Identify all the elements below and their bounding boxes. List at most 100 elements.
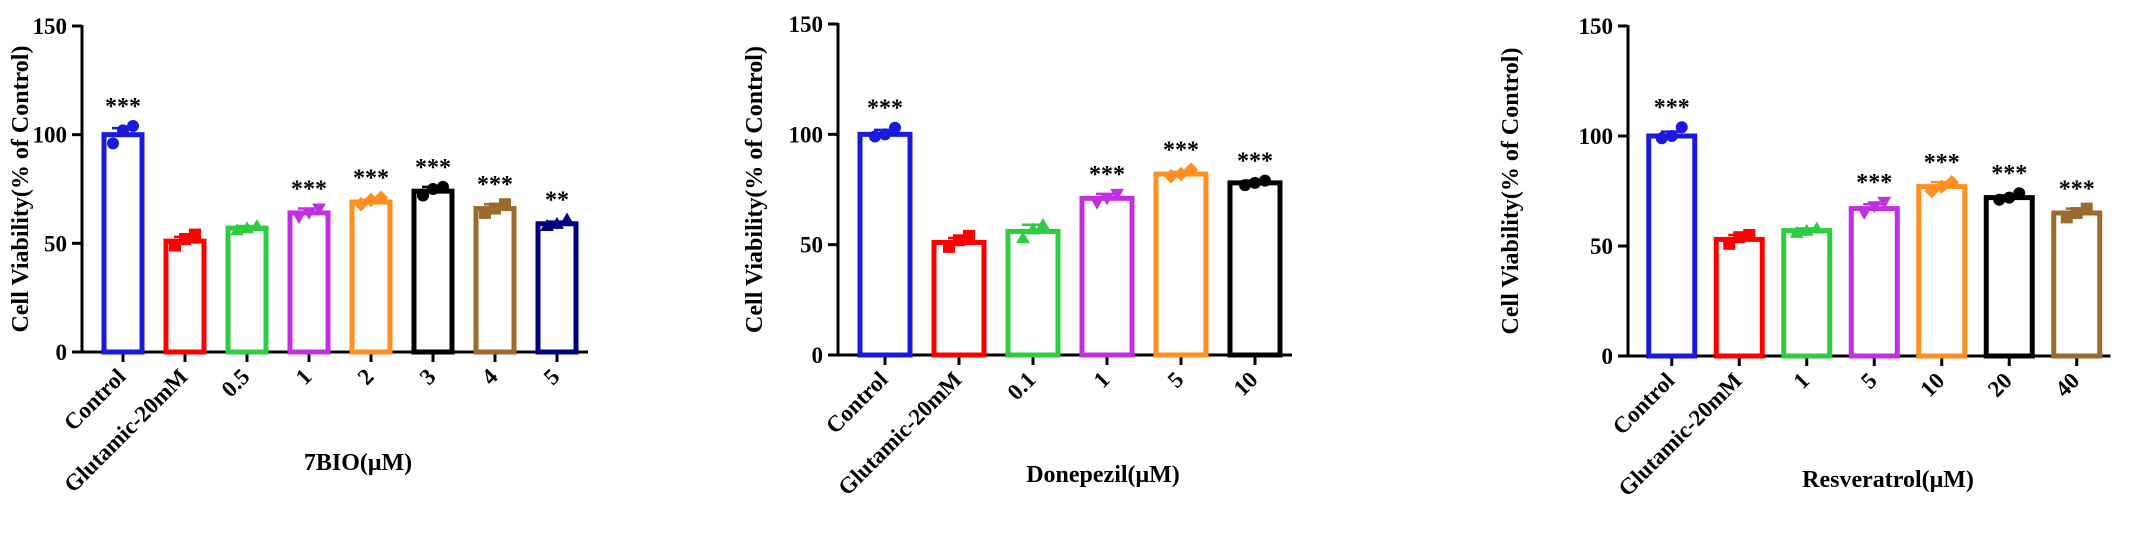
bar bbox=[1646, 133, 1698, 359]
data-point bbox=[373, 190, 389, 205]
bar bbox=[1079, 195, 1135, 358]
data-point bbox=[869, 130, 881, 143]
significance-label: *** bbox=[2059, 177, 2095, 203]
chart-panel: 0 50 100 150 Cell Viability(% of Control) 7BI… bbox=[8, 14, 588, 497]
data-point bbox=[1924, 183, 1939, 199]
data-point bbox=[1733, 231, 1746, 244]
y-tick-label: 100 bbox=[33, 123, 68, 148]
y-tick-label: 150 bbox=[33, 14, 68, 39]
x-tick-label: 40 bbox=[2050, 368, 2084, 402]
data-point bbox=[889, 121, 901, 134]
bar bbox=[1713, 236, 1765, 359]
data-point bbox=[1026, 222, 1040, 235]
bar bbox=[287, 210, 331, 355]
data-point bbox=[2003, 191, 2016, 204]
data-point bbox=[1743, 229, 1756, 241]
x-tick-label: Glutamic-20mM bbox=[833, 367, 967, 501]
bar bbox=[1983, 195, 2035, 359]
bar bbox=[1916, 184, 1968, 359]
data-point bbox=[363, 192, 379, 208]
data-point bbox=[107, 137, 119, 150]
data-point bbox=[179, 232, 191, 245]
bar bbox=[1153, 171, 1209, 358]
x-tick-label: 1 bbox=[1089, 367, 1115, 393]
data-point bbox=[1239, 179, 1251, 192]
chart-panel: 0 50 100 150 Cell Viability(% of Control) Res… bbox=[1498, 14, 2111, 501]
data-point bbox=[1675, 121, 1688, 134]
bar bbox=[101, 132, 145, 355]
data-point bbox=[953, 234, 965, 247]
data-point bbox=[879, 128, 891, 141]
data-point bbox=[1183, 162, 1199, 177]
significance-label: *** bbox=[415, 155, 451, 181]
y-tick-label: 100 bbox=[1579, 124, 1614, 149]
x-tick-label: 2 bbox=[353, 364, 379, 390]
significance-label: *** bbox=[1924, 150, 1960, 176]
data-point bbox=[250, 219, 264, 232]
data-point bbox=[1100, 193, 1114, 206]
significance-label: *** bbox=[867, 96, 903, 122]
bar bbox=[411, 188, 455, 355]
chart-panel: 0 50 100 150 Cell Viability(% of Control) Don… bbox=[742, 12, 1292, 500]
data-point bbox=[550, 216, 564, 229]
bar bbox=[535, 221, 579, 355]
data-point bbox=[1857, 207, 1872, 220]
significance-label: *** bbox=[353, 166, 389, 192]
bar bbox=[225, 225, 269, 355]
significance-label: *** bbox=[1991, 161, 2027, 187]
data-point bbox=[1163, 169, 1179, 184]
x-tick-label: 4 bbox=[477, 364, 503, 390]
significance-label: *** bbox=[1237, 149, 1273, 175]
significance-label: *** bbox=[1856, 170, 1892, 196]
significance-label: *** bbox=[291, 177, 327, 203]
data-point bbox=[169, 239, 181, 252]
significance-label: ** bbox=[545, 187, 569, 213]
x-tick-label: 20 bbox=[1983, 368, 2017, 402]
bar bbox=[349, 199, 393, 355]
x-tick-label: 3 bbox=[415, 364, 441, 390]
y-tick-label: 0 bbox=[812, 343, 824, 368]
data-point bbox=[1665, 130, 1678, 142]
bar bbox=[857, 131, 913, 358]
bar bbox=[2051, 210, 2103, 359]
data-point bbox=[1809, 221, 1824, 234]
x-tick-label: Glutamic-20mM bbox=[1613, 368, 1747, 502]
data-point bbox=[2080, 202, 2093, 215]
data-point bbox=[479, 206, 491, 219]
x-tick-label: 5 bbox=[539, 364, 565, 390]
data-point bbox=[943, 240, 955, 253]
data-point bbox=[1016, 231, 1030, 244]
data-point bbox=[1799, 223, 1814, 236]
y-axis-label: Cell Viability(% of Control) bbox=[1498, 48, 1524, 335]
x-tick-label: 10 bbox=[1229, 367, 1263, 401]
data-point bbox=[292, 212, 306, 225]
y-tick-label: 0 bbox=[1602, 344, 1614, 369]
data-point bbox=[489, 202, 501, 215]
data-point bbox=[540, 219, 554, 232]
bar bbox=[1005, 228, 1061, 358]
x-tick-label: 0.1 bbox=[1003, 367, 1041, 405]
data-point bbox=[417, 189, 429, 202]
data-point bbox=[2060, 211, 2073, 224]
data-point bbox=[560, 212, 574, 225]
significance-label: *** bbox=[1163, 138, 1199, 164]
data-point bbox=[437, 180, 449, 193]
data-point bbox=[1723, 237, 1736, 250]
data-point bbox=[312, 203, 326, 216]
data-point bbox=[1110, 188, 1124, 201]
data-point bbox=[1090, 197, 1104, 210]
y-tick-label: 0 bbox=[56, 340, 68, 365]
significance-label: *** bbox=[1654, 95, 1690, 121]
significance-label: *** bbox=[477, 172, 513, 198]
bar bbox=[1781, 228, 1833, 359]
data-point bbox=[1993, 193, 2006, 206]
x-tick-label: 1 bbox=[291, 364, 317, 390]
x-tick-label: 5 bbox=[1163, 367, 1189, 393]
data-point bbox=[427, 183, 439, 195]
data-point bbox=[1867, 201, 1882, 214]
data-point bbox=[2070, 207, 2083, 219]
significance-label: *** bbox=[1089, 162, 1125, 188]
data-point bbox=[963, 229, 975, 242]
data-point bbox=[1934, 179, 1949, 194]
